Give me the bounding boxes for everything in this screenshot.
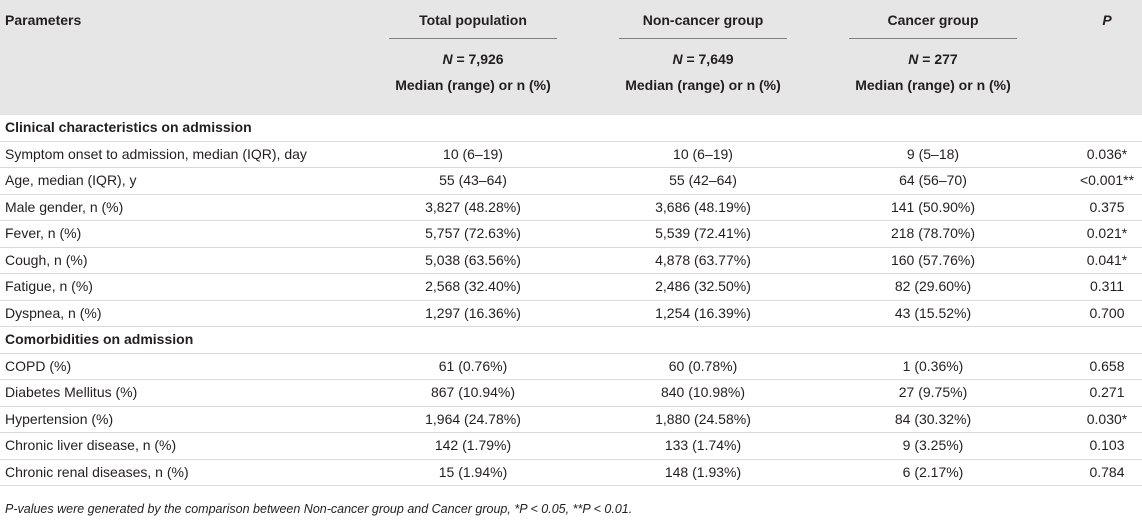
cell-non-cancer: 1,254 (16.39%) [655, 304, 751, 321]
group-title: Non-cancer group [619, 11, 787, 39]
cell-non-cancer: 148 (1.93%) [664, 463, 742, 480]
cell-p-value: 0.030* [1086, 410, 1128, 427]
table-header: Parameters Total population N = 7,926 Me… [0, 0, 1142, 115]
section-title: Clinical characteristics on admission [5, 119, 252, 135]
n-value: = 7,926 [456, 51, 504, 67]
cell-cancer: 64 (56–70) [899, 172, 967, 188]
cell-total: 5,757 (72.63%) [425, 225, 521, 241]
cell-p-value: 0.271 [1089, 384, 1125, 400]
cell-parameter: Age, median (IQR), y [5, 172, 137, 188]
cell-cancer: 160 (57.76%) [890, 251, 976, 268]
header-cancer-group: Cancer group N = 277 Median (range) or n… [818, 0, 1048, 115]
cell-total: 10 (6–19) [443, 145, 503, 162]
cell-total: 1,297 (16.36%) [425, 304, 521, 321]
cell-cancer: 9 (5–18) [906, 145, 960, 162]
cell-parameter: Diabetes Mellitus (%) [5, 384, 138, 400]
cell-p-value: 0.041* [1086, 251, 1128, 268]
cell-p-value: 0.700 [1089, 304, 1125, 321]
cell-parameter: Hypertension (%) [5, 410, 114, 427]
header-parameters: Parameters [5, 12, 82, 28]
cell-cancer: 6 (2.17%) [902, 463, 964, 480]
table-row: Chronic liver disease, n (%) 142 (1.79%)… [0, 433, 1142, 460]
group-stat-label: Median (range) or n (%) [855, 77, 1011, 93]
table-footnote: P-values were generated by the compariso… [5, 502, 633, 516]
n-value: = 277 [922, 51, 958, 67]
cell-p-value: 0.311 [1090, 278, 1124, 294]
cell-cancer: 84 (30.32%) [894, 410, 972, 427]
group-stat-label: Median (range) or n (%) [395, 77, 551, 93]
cell-non-cancer: 60 (0.78%) [668, 357, 738, 374]
cell-parameter: Fatigue, n (%) [5, 278, 93, 294]
cell-parameter: COPD (%) [5, 357, 72, 374]
cell-total: 1,964 (24.78%) [425, 410, 521, 427]
cell-non-cancer: 5,539 (72.41%) [655, 225, 751, 241]
section-title: Comorbidities on admission [5, 331, 194, 347]
header-non-cancer-group: Non-cancer group N = 7,649 Median (range… [588, 0, 818, 115]
table-row: Age, median (IQR), y 55 (43–64) 55 (42–6… [0, 168, 1142, 195]
cell-cancer: 82 (29.60%) [894, 278, 972, 294]
cell-total: 142 (1.79%) [434, 437, 512, 453]
cell-p-value: 0.784 [1089, 463, 1125, 480]
cell-cancer: 27 (9.75%) [898, 384, 968, 400]
n-symbol: N [672, 51, 683, 67]
section-header-row: Comorbidities on admission [0, 327, 1142, 354]
table-row: Fatigue, n (%) 2,568 (32.40%) 2,486 (32.… [0, 274, 1142, 301]
cell-cancer: 9 (3.25%) [902, 437, 964, 453]
cell-parameter: Fever, n (%) [5, 225, 82, 241]
cell-non-cancer: 840 (10.98%) [660, 384, 746, 400]
cell-cancer: 43 (15.52%) [894, 304, 972, 321]
table-row: Dyspnea, n (%) 1,297 (16.36%) 1,254 (16.… [0, 301, 1142, 327]
cell-p-value: 0.103 [1089, 437, 1125, 453]
n-value: = 7,649 [686, 51, 734, 67]
cell-parameter: Dyspnea, n (%) [5, 304, 102, 321]
cell-p-value: 0.375 [1089, 198, 1125, 215]
cell-cancer: 141 (50.90%) [890, 198, 976, 215]
cell-non-cancer: 1,880 (24.58%) [655, 410, 751, 427]
cell-non-cancer: 4,878 (63.77%) [655, 251, 751, 268]
n-symbol: N [442, 51, 453, 67]
table-row: Symptom onset to admission, median (IQR)… [0, 142, 1142, 168]
group-n: N = 7,926 [358, 50, 588, 68]
cell-total: 5,038 (63.56%) [425, 251, 521, 268]
section-header-row: Clinical characteristics on admission [0, 115, 1142, 142]
group-title: Cancer group [849, 11, 1017, 39]
cell-non-cancer: 55 (42–64) [669, 172, 737, 188]
cell-p-value: 0.658 [1089, 357, 1125, 374]
cell-cancer: 1 (0.36%) [902, 357, 964, 374]
group-n: N = 7,649 [588, 50, 818, 68]
header-total-population: Total population N = 7,926 Median (range… [358, 0, 588, 115]
cell-non-cancer: 10 (6–19) [673, 145, 733, 162]
cell-total: 55 (43–64) [439, 172, 507, 188]
cell-non-cancer: 2,486 (32.50%) [655, 278, 751, 294]
n-symbol: N [908, 51, 919, 67]
group-n: N = 277 [818, 50, 1048, 68]
table-row: COPD (%) 61 (0.76%) 60 (0.78%) 1 (0.36%)… [0, 354, 1142, 380]
cell-p-value: 0.036* [1086, 145, 1128, 162]
cell-non-cancer: 3,686 (48.19%) [655, 198, 751, 215]
cell-parameter: Male gender, n (%) [5, 198, 124, 215]
cell-total: 3,827 (48.28%) [425, 198, 521, 215]
cell-parameter: Chronic liver disease, n (%) [5, 437, 177, 453]
data-table: Parameters Total population N = 7,926 Me… [0, 0, 1142, 486]
cell-total: 2,568 (32.40%) [425, 278, 521, 294]
cell-total: 61 (0.76%) [438, 357, 508, 374]
cell-p-value: 0.021* [1086, 225, 1128, 241]
table-row: Fever, n (%) 5,757 (72.63%) 5,539 (72.41… [0, 221, 1142, 248]
group-title: Total population [389, 11, 557, 39]
table-row: Male gender, n (%) 3,827 (48.28%) 3,686 … [0, 195, 1142, 221]
cell-total: 867 (10.94%) [430, 384, 516, 400]
header-p-value: P [1102, 12, 1112, 28]
cell-parameter: Cough, n (%) [5, 251, 88, 268]
table-row: Hypertension (%) 1,964 (24.78%) 1,880 (2… [0, 407, 1142, 433]
cell-parameter: Chronic renal diseases, n (%) [5, 463, 189, 480]
table-row: Chronic renal diseases, n (%) 15 (1.94%)… [0, 460, 1142, 486]
cell-total: 15 (1.94%) [438, 463, 508, 480]
table-row: Diabetes Mellitus (%) 867 (10.94%) 840 (… [0, 380, 1142, 407]
table-row: Cough, n (%) 5,038 (63.56%) 4,878 (63.77… [0, 248, 1142, 274]
group-stat-label: Median (range) or n (%) [625, 77, 781, 93]
cell-cancer: 218 (78.70%) [890, 225, 976, 241]
cell-non-cancer: 133 (1.74%) [664, 437, 742, 453]
cell-parameter: Symptom onset to admission, median (IQR)… [5, 145, 307, 162]
cell-p-value: <0.001** [1079, 172, 1135, 188]
